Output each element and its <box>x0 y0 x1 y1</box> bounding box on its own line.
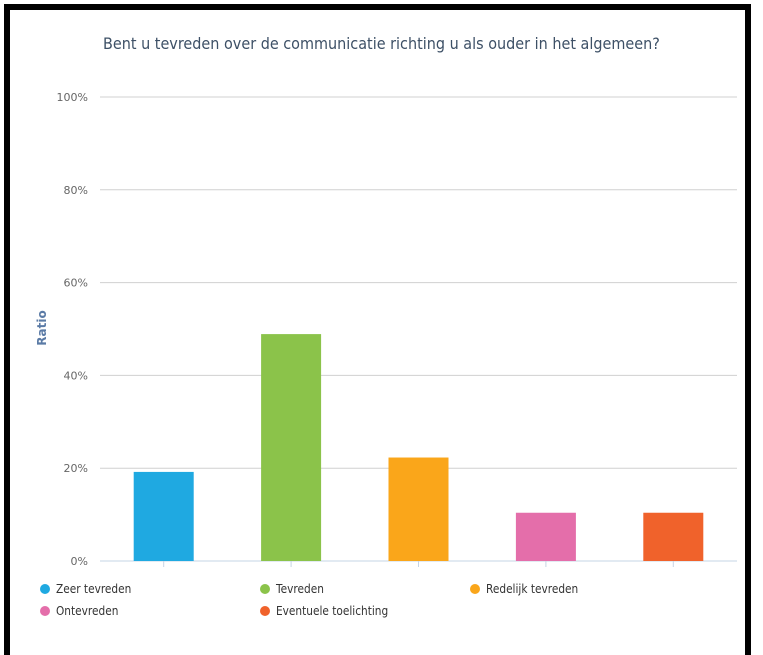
legend-item-ontevreden[interactable]: Ontevreden <box>40 604 127 618</box>
y-tick-label: 0% <box>71 555 88 568</box>
legend-marker <box>40 606 50 616</box>
legend-label: Eventuele toelichting <box>276 604 389 618</box>
chart-frame <box>4 4 751 655</box>
bar-zeer-tevreden[interactable] <box>133 471 194 561</box>
legend-label: Redelijk tevreden <box>486 582 579 596</box>
legend-item-zeer-tevreden[interactable]: Zeer tevreden <box>40 582 142 596</box>
x-tick-marks <box>163 561 674 567</box>
y-tick-label: 80% <box>64 184 88 197</box>
bar-tevreden[interactable] <box>261 334 322 561</box>
legend-marker <box>260 584 270 594</box>
bar-redelijk-tevreden[interactable] <box>388 457 449 561</box>
y-tick-label: 40% <box>64 369 88 382</box>
bar-eventuele-toelichting[interactable] <box>643 512 704 561</box>
legend-item-tevreden[interactable]: Tevreden <box>260 582 330 596</box>
legend-marker <box>40 584 50 594</box>
bar-chart: 0% 20% 40% 60% 80% 100% Ratio <box>35 91 737 568</box>
y-axis-label: Ratio <box>35 310 49 345</box>
chart-title: Bent u tevreden over de communicatie ric… <box>103 34 660 53</box>
y-tick-label: 20% <box>64 462 88 475</box>
bar-ontevreden[interactable] <box>515 512 576 561</box>
legend-label: Ontevreden <box>56 604 119 618</box>
y-tick-label: 100% <box>57 91 88 104</box>
legend-label: Tevreden <box>276 582 324 596</box>
y-tick-labels: 0% 20% 40% 60% 80% 100% <box>57 91 88 568</box>
bars <box>133 334 704 561</box>
legend-item-eventuele-toelichting[interactable]: Eventuele toelichting <box>260 604 403 618</box>
legend-marker <box>470 584 480 594</box>
legend-marker <box>260 606 270 616</box>
legend-item-redelijk-tevreden[interactable]: Redelijk tevreden <box>470 582 591 596</box>
legend-label: Zeer tevreden <box>56 582 132 596</box>
y-tick-label: 60% <box>64 277 88 290</box>
